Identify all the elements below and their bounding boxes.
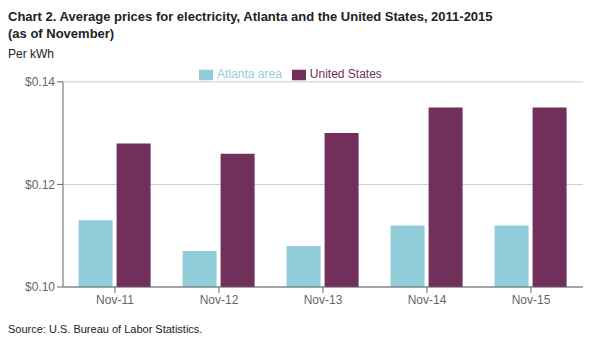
html-text:(as of November): (as of November): [8, 26, 115, 41]
svg-text:$0.10: $0.10: [25, 280, 55, 294]
svg-text:Nov-12: Nov-12: [200, 293, 239, 307]
svg-text:$0.12: $0.12: [25, 178, 55, 192]
svg-text:Nov-13: Nov-13: [304, 293, 343, 307]
html-text:Per kWh: Per kWh: [8, 47, 54, 61]
svg-text:$0.14: $0.14: [25, 75, 55, 89]
html-text:United States: United States: [309, 67, 382, 81]
svg-text:Nov-14: Nov-14: [408, 293, 447, 307]
html-text:Chart 2. Average prices for el: Chart 2. Average prices for electricity,…: [8, 9, 493, 24]
html-text:Atlanta area: Atlanta area: [217, 67, 282, 81]
svg-text:Nov-11: Nov-11: [96, 293, 134, 307]
html-text:Source: U.S. Bureau of Labor S: Source: U.S. Bureau of Labor Statistics.: [8, 323, 203, 335]
svg-text:Nov-15: Nov-15: [512, 293, 551, 307]
